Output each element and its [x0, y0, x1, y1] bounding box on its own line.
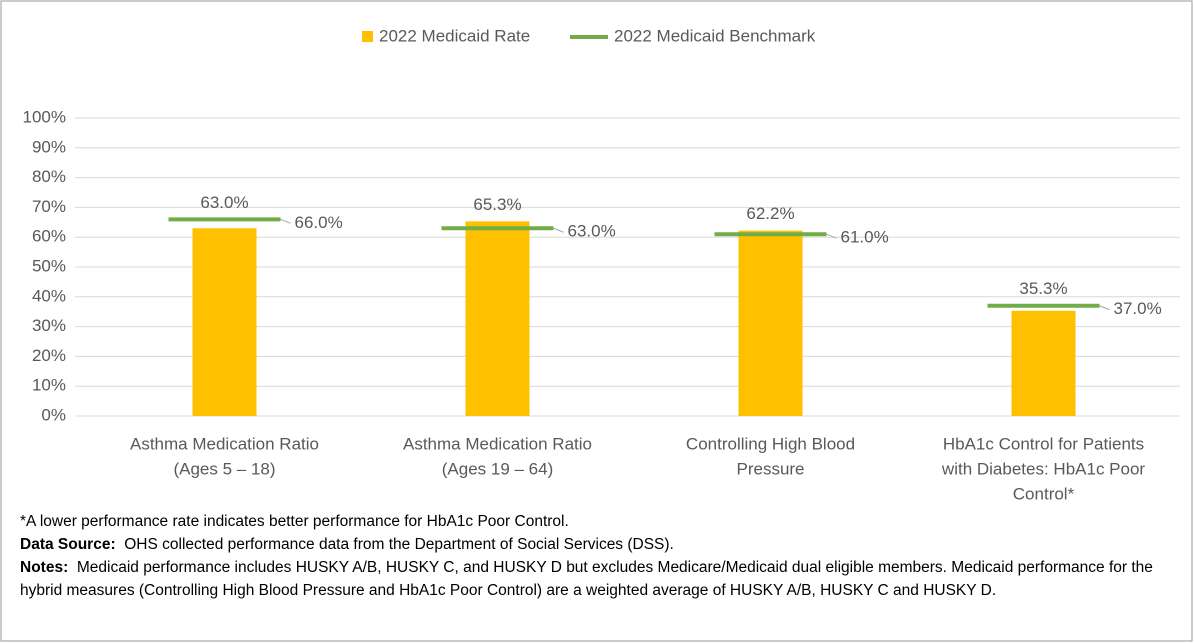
- bar: [1011, 310, 1076, 416]
- x-tick-label: Control*: [1013, 484, 1075, 503]
- y-tick-label: 0%: [41, 405, 66, 424]
- x-tick-label: Asthma Medication Ratio: [130, 434, 319, 453]
- y-tick-label: 10%: [32, 376, 66, 395]
- benchmark-value-label: 37.0%: [1114, 299, 1162, 318]
- legend-label: 2022 Medicaid Benchmark: [614, 26, 816, 45]
- y-tick-label: 40%: [32, 286, 66, 305]
- leader-line: [1099, 305, 1110, 311]
- y-tick-label: 30%: [32, 316, 66, 335]
- notes-block: *A lower performance rate indicates bett…: [20, 510, 1170, 602]
- bar: [738, 230, 803, 416]
- bar-value-label: 62.2%: [746, 204, 794, 223]
- bar-value-label: 65.3%: [473, 195, 521, 214]
- notes: Notes: Medicaid performance includes HUS…: [20, 556, 1170, 602]
- data-source-label: Data Source:: [20, 536, 116, 553]
- benchmark-value-label: 66.0%: [295, 213, 343, 232]
- notes-text: Medicaid performance includes HUSKY A/B,…: [20, 559, 1153, 599]
- leader-line: [280, 218, 291, 224]
- y-tick-label: 60%: [32, 227, 66, 246]
- x-tick-label: (Ages 5 – 18): [173, 459, 275, 478]
- bar: [465, 221, 530, 416]
- y-tick-label: 100%: [23, 107, 66, 126]
- bar-value-label: 63.0%: [200, 193, 248, 212]
- y-tick-label: 20%: [32, 346, 66, 365]
- x-tick-label: HbA1c Control for Patients: [943, 434, 1144, 453]
- legend-label: 2022 Medicaid Rate: [379, 26, 530, 45]
- x-tick-label: (Ages 19 – 64): [442, 459, 554, 478]
- x-tick-label: Controlling High Blood: [686, 434, 855, 453]
- y-tick-label: 90%: [32, 137, 66, 156]
- data-source-text: OHS collected performance data from the …: [124, 536, 674, 553]
- x-tick-label: Pressure: [736, 459, 804, 478]
- benchmark-value-label: 63.0%: [568, 222, 616, 241]
- legend-swatch: [362, 31, 373, 42]
- benchmark-value-label: 61.0%: [841, 228, 889, 247]
- notes-label: Notes:: [20, 559, 69, 576]
- footnote: *A lower performance rate indicates bett…: [20, 513, 569, 530]
- bar: [192, 228, 257, 416]
- bar-value-label: 35.3%: [1019, 279, 1067, 298]
- leader-line: [826, 233, 837, 239]
- x-tick-label: Asthma Medication Ratio: [403, 434, 592, 453]
- x-tick-label: with Diabetes: HbA1c Poor: [941, 459, 1145, 478]
- data-source: Data Source: OHS collected performance d…: [20, 533, 1170, 556]
- y-tick-label: 80%: [32, 167, 66, 186]
- leader-line: [553, 227, 564, 233]
- y-tick-label: 70%: [32, 197, 66, 216]
- y-tick-label: 50%: [32, 256, 66, 275]
